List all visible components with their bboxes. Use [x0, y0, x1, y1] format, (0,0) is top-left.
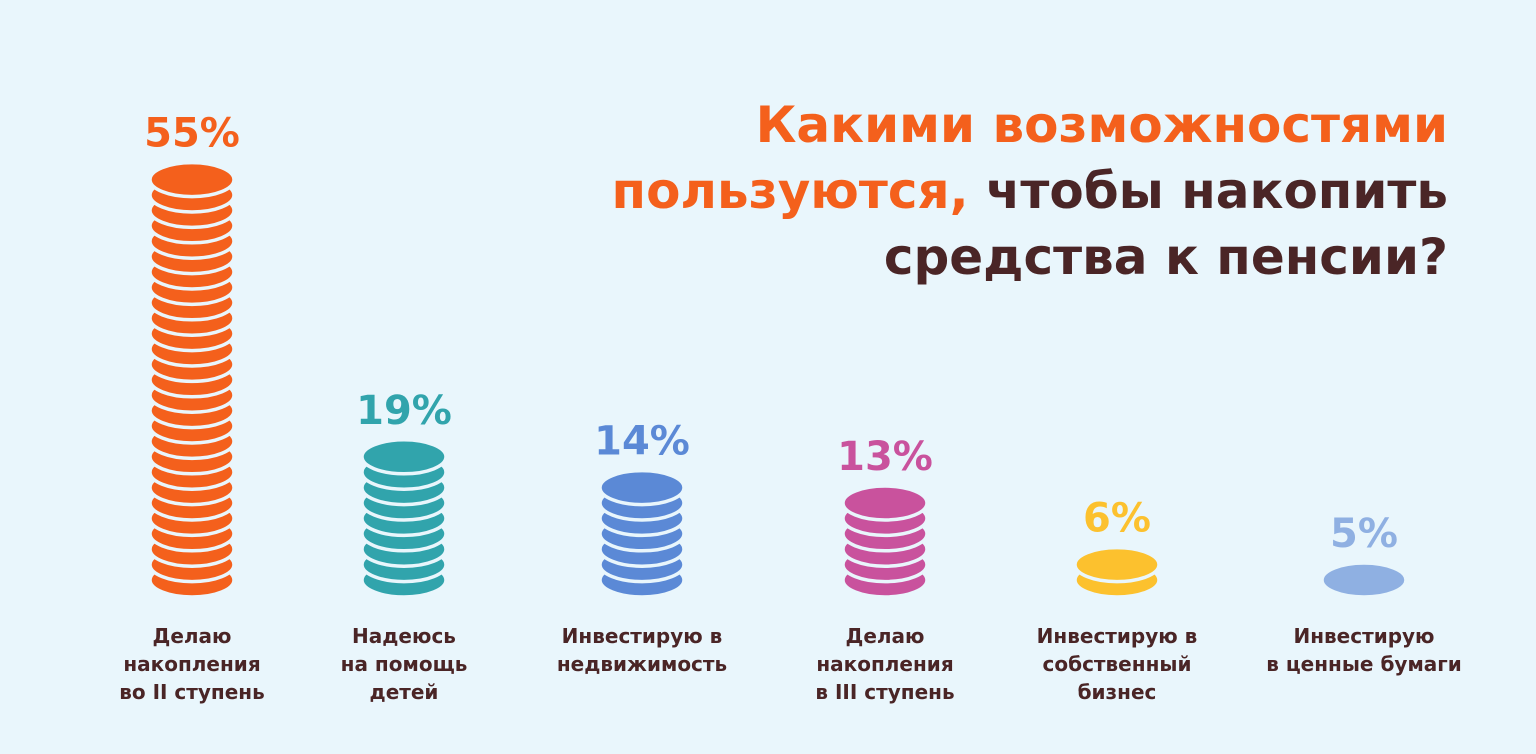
value-label: 13% — [837, 434, 933, 480]
category-label: Делаю — [153, 624, 232, 648]
category-label: Делаю — [846, 624, 925, 648]
category-label: на помощь — [341, 652, 468, 676]
category-label: в ценные бумаги — [1266, 652, 1462, 676]
coin-stack-6 — [1320, 561, 1408, 599]
title-line-1: Какими возможностями — [755, 96, 1448, 154]
title-line-2-rest: чтобы накопить — [968, 162, 1448, 220]
coin — [360, 438, 448, 476]
category-label: накопления — [816, 652, 953, 676]
category-label: Инвестирую в — [562, 624, 723, 648]
category-label: Инвестирую — [1293, 624, 1434, 648]
category-label: Надеюсь — [352, 624, 456, 648]
category-label: недвижимость — [557, 652, 727, 676]
category-label: собственный — [1043, 652, 1192, 676]
category-label: бизнес — [1078, 680, 1157, 704]
value-label: 6% — [1083, 496, 1151, 542]
coin-stack-3 — [598, 468, 686, 599]
category-label: в III ступень — [815, 680, 954, 704]
coin-stack-2 — [360, 438, 448, 599]
coin — [1073, 545, 1161, 584]
value-label: 19% — [356, 388, 452, 434]
value-label: 55% — [144, 111, 240, 157]
value-label: 14% — [594, 419, 690, 465]
category-label: накопления — [123, 652, 260, 676]
coin — [1320, 561, 1408, 599]
title-line-2-accent: пользуются, — [611, 162, 969, 220]
title-line-3: средства к пенсии? — [883, 228, 1448, 286]
coin-stack-1 — [148, 160, 236, 599]
category-label: во II ступень — [119, 680, 265, 704]
chart-title: Какими возможностями пользуются, чтобы н… — [548, 92, 1448, 290]
category-label: Инвестирую в — [1037, 624, 1198, 648]
value-label: 5% — [1330, 511, 1398, 557]
coin — [148, 160, 236, 199]
coin — [598, 468, 686, 507]
category-label: детей — [370, 680, 439, 704]
coin — [841, 484, 929, 522]
coin-stack-5 — [1073, 545, 1161, 599]
coin-stack-4 — [841, 484, 929, 599]
